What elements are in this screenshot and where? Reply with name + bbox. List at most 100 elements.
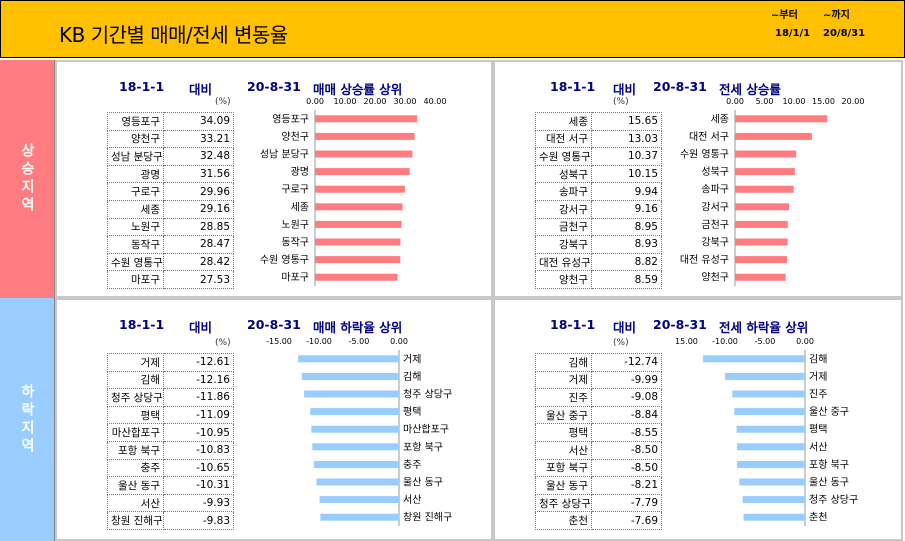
rate-value-cell: 27.53 [163, 270, 234, 289]
category-label: 양천구 [701, 272, 729, 284]
panel-heading: 전세 상승률 [719, 82, 781, 97]
tick-label: 0.00 [306, 97, 324, 106]
panel-end-date: 20-8-31 [247, 79, 301, 94]
bar [301, 372, 399, 380]
region-name-cell: 양천구 [535, 270, 592, 289]
rising-region-label: 상승지역 [0, 60, 55, 298]
rate-value-cell: -9.83 [163, 511, 234, 530]
category-label: 영등포구 [272, 113, 309, 125]
bar [315, 256, 401, 264]
table-row: 수원 영통구 10.37 [535, 147, 662, 166]
region-name-cell: 대전 서구 [535, 129, 592, 149]
table-row: 세종 29.16 [107, 199, 234, 219]
unit-label: (%) [613, 97, 629, 107]
tick-label: 20.00 [364, 97, 387, 106]
region-name-cell: 진주 [535, 388, 592, 407]
table-row: 성북구 10.15 [535, 164, 662, 184]
bar [735, 220, 788, 228]
rate-value-cell: -11.86 [163, 388, 234, 407]
rate-value-cell: 32.48 [163, 147, 234, 166]
region-name-cell: 강서구 [535, 199, 592, 219]
bar [735, 150, 797, 158]
region-name-cell: 광명 [107, 164, 164, 184]
table-row: 마산합포구 -10.95 [107, 423, 234, 442]
panel-end-date: 20-8-31 [247, 317, 301, 332]
rate-value-cell: 29.16 [163, 199, 234, 219]
category-label: 춘천 [809, 512, 827, 524]
region-name-cell: 김해 [535, 353, 592, 372]
tick-label: 10.00 [334, 97, 357, 106]
table-row: 울산 동구 -10.31 [107, 476, 234, 495]
tick-label: 20.00 [842, 97, 865, 106]
tick-label: 0.00 [726, 97, 744, 106]
tick-label: 5.00 [756, 97, 774, 106]
table-row: 청주 상당구 -7.79 [535, 493, 662, 513]
region-name-cell: 청주 상당구 [535, 493, 592, 513]
to-date: 20/8/31 [823, 28, 866, 39]
category-label: 평택 [809, 424, 827, 436]
region-name-cell: 창원 진해구 [107, 511, 164, 530]
region-name-cell: 세종 [535, 112, 592, 131]
category-label: 광명 [291, 166, 309, 178]
table-row: 춘천 -7.69 [535, 511, 662, 530]
panel-vs-label: 대비 [189, 82, 213, 97]
category-label: 대전 유성구 [680, 254, 729, 266]
region-name-cell: 수원 영통구 [535, 147, 592, 166]
panel-heading: 매매 상승률 상위 [313, 82, 403, 97]
page-title: KB 기간별 매매/전세 변동율 [59, 23, 288, 47]
category-label: 세종 [711, 113, 729, 125]
rate-value-cell: -8.21 [591, 476, 662, 495]
bar [735, 256, 788, 264]
region-name-cell: 마산합포구 [107, 423, 164, 442]
rate-value-cell: 10.37 [591, 147, 662, 166]
bar [315, 115, 418, 123]
to-label: ~까지 [823, 10, 850, 21]
tick-label: 40.00 [424, 97, 447, 106]
title-bar: KB 기간별 매매/전세 변동율 ~부터 ~까지 18/1/1 20/8/31 [0, 0, 905, 58]
table-row: 포항 북구 -8.50 [535, 458, 662, 478]
bar [735, 115, 828, 123]
category-label: 충주 [403, 459, 421, 471]
region-name-cell: 강북구 [535, 235, 592, 254]
bar [315, 220, 402, 228]
bar [315, 150, 413, 158]
region-name-cell: 송파구 [535, 182, 592, 201]
rising-region-text: 상승지역 [19, 143, 35, 215]
category-label: 서산 [403, 494, 421, 506]
table-row: 김해 -12.16 [107, 370, 234, 390]
rate-value-cell: -9.08 [591, 388, 662, 407]
from-label: ~부터 [771, 10, 798, 21]
bar [732, 390, 805, 398]
category-label: 울산 동구 [403, 477, 443, 489]
rate-value-cell: 33.21 [163, 129, 234, 149]
panel-heading: 매매 하락율 상위 [313, 320, 403, 335]
rate-value-cell: 29.96 [163, 182, 234, 201]
bar [725, 372, 805, 380]
bar [319, 496, 399, 504]
table-row: 세종 15.65 [535, 112, 662, 131]
category-label: 양천구 [281, 131, 309, 143]
category-label: 송파구 [701, 184, 729, 196]
rate-value-cell: -12.61 [163, 353, 234, 372]
bar [315, 238, 401, 246]
rate-value-cell: 8.59 [591, 270, 662, 289]
rate-value-cell: -9.93 [163, 493, 234, 513]
region-name-cell: 대전 유성구 [535, 252, 592, 272]
tick-label: -10.00 [306, 337, 332, 346]
category-label: 울산 중구 [809, 406, 849, 418]
region-name-cell: 거제 [107, 353, 164, 372]
panel-vs-label: 대비 [189, 320, 213, 335]
table-row: 충주 -10.65 [107, 458, 234, 478]
rate-value-cell: -10.83 [163, 440, 234, 460]
category-label: 성북구 [701, 166, 729, 178]
region-name-cell: 성남 분당구 [107, 147, 164, 166]
region-name-cell: 울산 중구 [535, 405, 592, 425]
category-label: 성남 분당구 [260, 149, 309, 161]
category-label: 포항 북구 [809, 459, 849, 471]
tick-label: 30.00 [394, 97, 417, 106]
table-row: 노원구 28.85 [107, 217, 234, 237]
panel-heading: 전세 하락율 상위 [719, 320, 809, 335]
category-label: 울산 동구 [809, 477, 849, 489]
